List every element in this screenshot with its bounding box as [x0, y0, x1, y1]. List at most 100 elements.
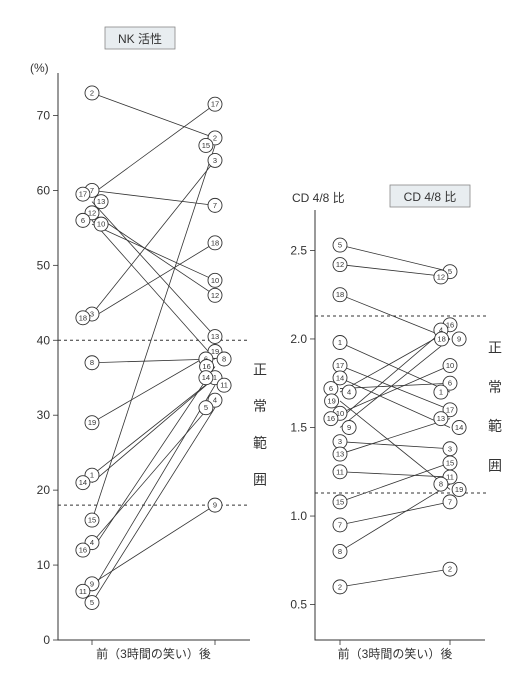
data-marker-label: 12 [437, 272, 445, 281]
data-marker-label: 8 [222, 355, 226, 364]
data-marker-label: 9 [347, 423, 351, 432]
data-marker-label: 14 [336, 373, 344, 382]
ytick-label: 30 [37, 408, 51, 422]
data-marker-label: 9 [213, 501, 217, 510]
data-marker-label: 5 [338, 241, 342, 250]
slope-line [340, 366, 450, 414]
ytick-label: 10 [37, 558, 51, 572]
data-marker-label: 15 [88, 516, 96, 525]
data-marker-label: 3 [90, 310, 94, 319]
data-marker-label: 5 [448, 267, 452, 276]
data-marker-label: 10 [211, 276, 219, 285]
data-marker-label: 13 [97, 197, 105, 206]
normal-range-label-char: 正 [488, 339, 502, 355]
data-marker-label: 4 [347, 388, 351, 397]
data-marker-label: 18 [79, 313, 87, 322]
data-marker-label: 13 [211, 332, 219, 341]
data-marker-label: 6 [329, 384, 333, 393]
data-marker-label: 15 [336, 497, 344, 506]
data-marker-label: 7 [448, 497, 452, 506]
nk-chart: NK 活性(%)010203040506070正常範囲前（3時間の笑い）後271… [30, 27, 267, 661]
nk-chart-title: NK 活性 [118, 32, 162, 46]
data-marker-label: 3 [448, 444, 452, 453]
slope-line [92, 160, 215, 314]
data-marker-label: 6 [81, 216, 85, 225]
normal-range-label-char: 常 [253, 398, 267, 414]
cd48-chart: CD 4/8 比0.51.01.52.02.5正常範囲前（3時間の笑い）後512… [290, 185, 502, 661]
data-marker-label: 10 [446, 361, 454, 370]
data-marker-label: 14 [455, 423, 463, 432]
data-marker-label: 8 [338, 547, 342, 556]
slope-line [92, 378, 215, 475]
data-marker-label: 7 [90, 186, 94, 195]
data-marker-label: 15 [202, 141, 210, 150]
slope-line [340, 419, 450, 454]
nk-chart-xlabel: 前（3時間の笑い）後 [96, 646, 211, 661]
data-marker-label: 1 [439, 388, 443, 397]
data-marker-label: 16 [202, 362, 210, 371]
data-marker-label: 11 [220, 381, 228, 390]
data-marker-label: 17 [79, 190, 87, 199]
slope-line [340, 401, 450, 490]
ytick-label: 2.5 [290, 243, 307, 257]
slope-line [92, 385, 215, 591]
slope-line [340, 463, 450, 502]
slope-line [92, 224, 215, 280]
data-marker-label: 8 [90, 358, 94, 367]
normal-range-label-char: 囲 [253, 471, 267, 487]
slope-line [340, 569, 450, 587]
ytick-label: 0.5 [290, 598, 307, 612]
data-marker-label: 19 [455, 485, 463, 494]
data-marker-label: 4 [213, 396, 217, 405]
data-marker-label: 1 [338, 338, 342, 347]
ytick-label: 2.0 [290, 332, 307, 346]
slope-line [340, 502, 450, 525]
slope-line [92, 104, 215, 194]
slope-line [92, 93, 215, 138]
cd48-chart-xlabel: 前（3時間の笑い）後 [338, 646, 453, 661]
slope-line [340, 325, 450, 419]
data-marker-label: 3 [213, 156, 217, 165]
data-marker-label: 19 [211, 347, 219, 356]
data-marker-label: 12 [336, 260, 344, 269]
cd48-chart-title: CD 4/8 比 [404, 190, 457, 204]
figure-canvas: NK 活性(%)010203040506070正常範囲前（3時間の笑い）後271… [0, 0, 515, 683]
data-marker-label: 12 [88, 208, 96, 217]
ytick-label: 60 [37, 183, 51, 197]
data-marker-label: 5 [90, 598, 94, 607]
data-marker-label: 14 [79, 478, 87, 487]
data-marker-label: 9 [90, 579, 94, 588]
data-marker-label: 11 [446, 473, 454, 482]
data-marker-label: 2 [448, 565, 452, 574]
ytick-label: 20 [37, 483, 51, 497]
data-marker-label: 5 [204, 403, 208, 412]
normal-range-label-char: 正 [253, 362, 267, 378]
data-marker-label: 19 [88, 418, 96, 427]
data-marker-label: 3 [338, 437, 342, 446]
data-marker-label: 15 [446, 458, 454, 467]
data-marker-label: 4 [90, 538, 94, 547]
data-marker-label: 14 [202, 373, 210, 382]
data-marker-label: 18 [211, 238, 219, 247]
data-marker-label: 2 [90, 88, 94, 97]
data-marker-label: 17 [336, 361, 344, 370]
normal-range-label-char: 常 [488, 379, 502, 395]
data-marker-label: 6 [448, 379, 452, 388]
normal-range-label-char: 囲 [488, 457, 502, 473]
cd48-axis-label: CD 4/8 比 [292, 191, 345, 205]
data-marker-label: 9 [457, 334, 461, 343]
data-marker-label: 7 [213, 201, 217, 210]
ytick-label: 50 [37, 258, 51, 272]
slope-line [92, 202, 215, 337]
normal-range-label-char: 範 [253, 435, 267, 451]
data-marker-label: 17 [446, 405, 454, 414]
data-marker-label: 1 [213, 373, 217, 382]
slope-line [92, 145, 215, 520]
data-marker-label: 16 [327, 414, 335, 423]
slope-line [340, 378, 450, 428]
slope-line [92, 190, 215, 205]
slope-line [92, 400, 215, 542]
data-marker-label: 10 [97, 220, 105, 229]
slope-line [340, 265, 450, 277]
data-marker-label: 11 [336, 467, 344, 476]
